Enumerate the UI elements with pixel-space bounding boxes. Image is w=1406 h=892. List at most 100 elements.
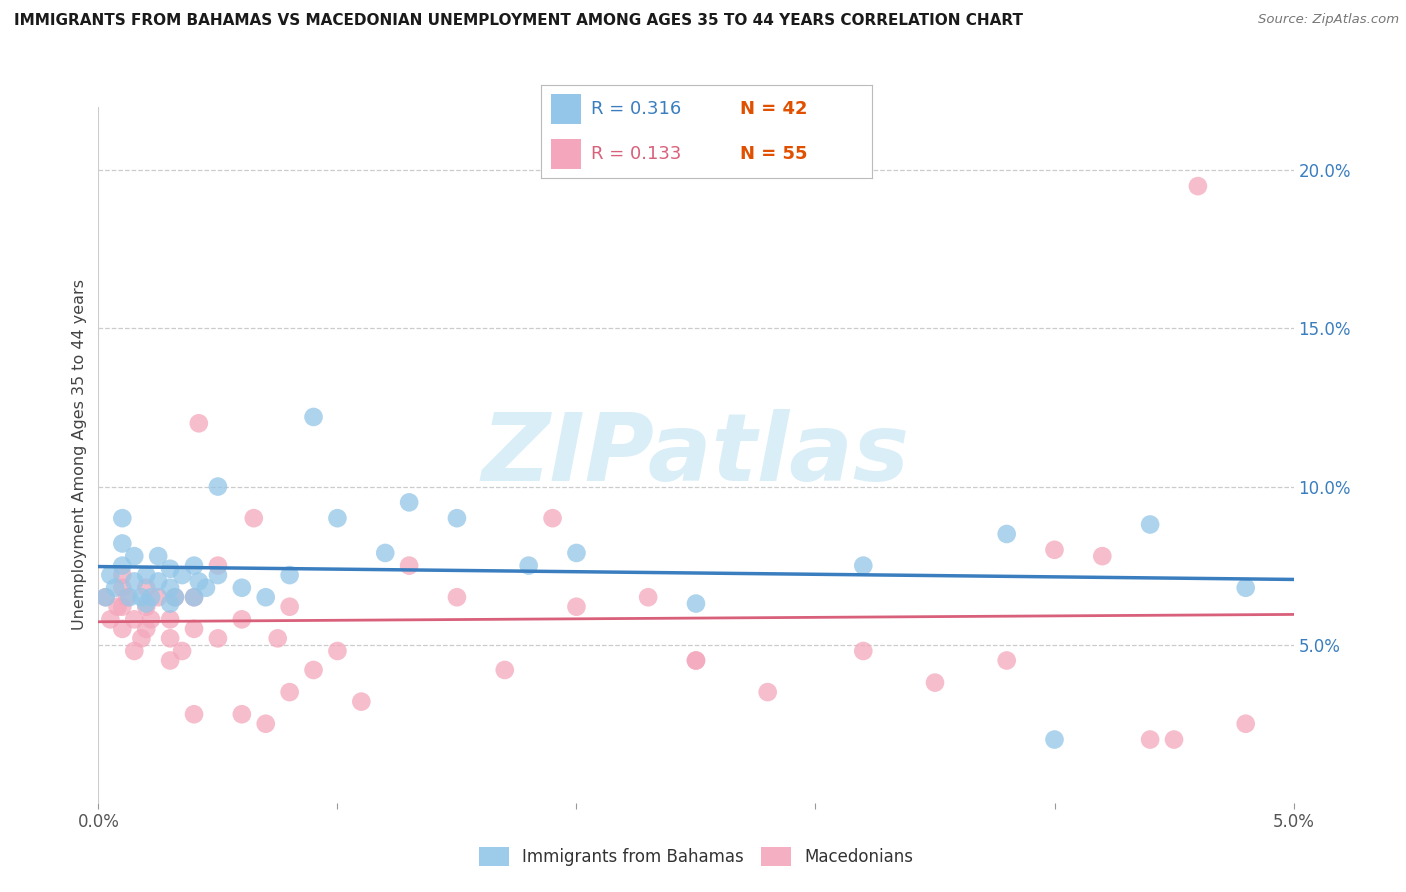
Point xyxy=(446,511,468,525)
Point xyxy=(118,591,141,605)
Point xyxy=(1163,732,1185,747)
Point xyxy=(111,511,134,525)
Point xyxy=(565,546,588,560)
Point xyxy=(187,417,209,431)
Point xyxy=(159,632,181,646)
Point xyxy=(135,599,157,614)
Point xyxy=(183,591,205,605)
Point xyxy=(172,644,194,658)
Point xyxy=(139,612,162,626)
Point xyxy=(124,644,146,658)
Point xyxy=(124,612,146,626)
Point xyxy=(231,581,253,595)
Point xyxy=(107,599,129,614)
Point xyxy=(183,558,205,573)
Point xyxy=(131,632,153,646)
Point xyxy=(254,716,277,731)
Point xyxy=(1234,581,1257,595)
Point xyxy=(187,574,209,589)
Point xyxy=(135,622,157,636)
Text: ZIPatlas: ZIPatlas xyxy=(482,409,910,501)
Point xyxy=(207,632,229,646)
Point xyxy=(207,479,229,493)
Y-axis label: Unemployment Among Ages 35 to 44 years: Unemployment Among Ages 35 to 44 years xyxy=(72,279,87,631)
Point xyxy=(517,558,540,573)
Point xyxy=(1139,517,1161,532)
Point xyxy=(231,612,253,626)
Point xyxy=(111,599,134,614)
Bar xyxy=(551,139,581,169)
Point xyxy=(135,597,157,611)
Point xyxy=(94,591,117,605)
Point xyxy=(148,591,170,605)
Point xyxy=(1043,542,1066,557)
Point xyxy=(135,568,157,582)
Point xyxy=(183,622,205,636)
Point xyxy=(159,612,181,626)
Point xyxy=(207,568,229,582)
Point xyxy=(302,663,325,677)
Text: R = 0.316: R = 0.316 xyxy=(591,100,681,118)
Point xyxy=(135,581,157,595)
Point xyxy=(139,591,162,605)
Point xyxy=(852,644,875,658)
Point xyxy=(350,695,373,709)
Point xyxy=(207,558,229,573)
Point xyxy=(326,644,349,658)
Text: IMMIGRANTS FROM BAHAMAS VS MACEDONIAN UNEMPLOYMENT AMONG AGES 35 TO 44 YEARS COR: IMMIGRANTS FROM BAHAMAS VS MACEDONIAN UN… xyxy=(14,13,1024,29)
Point xyxy=(1187,179,1209,194)
Point xyxy=(326,511,349,525)
Point xyxy=(995,653,1018,667)
Point xyxy=(494,663,516,677)
Point xyxy=(163,591,186,605)
Legend: Immigrants from Bahamas, Macedonians: Immigrants from Bahamas, Macedonians xyxy=(471,838,921,874)
Point xyxy=(111,581,134,595)
Point xyxy=(852,558,875,573)
Point xyxy=(111,622,134,636)
Point xyxy=(159,562,181,576)
Point xyxy=(446,591,468,605)
Text: N = 55: N = 55 xyxy=(740,145,807,163)
Point xyxy=(163,591,186,605)
Point xyxy=(541,511,564,525)
Point xyxy=(148,549,170,563)
Point xyxy=(685,653,707,667)
Point xyxy=(374,546,396,560)
Text: R = 0.133: R = 0.133 xyxy=(591,145,682,163)
Point xyxy=(398,558,420,573)
Point xyxy=(756,685,779,699)
Point xyxy=(183,591,205,605)
Point xyxy=(398,495,420,509)
Point xyxy=(159,581,181,595)
Point xyxy=(100,612,122,626)
Point xyxy=(685,653,707,667)
Point xyxy=(267,632,290,646)
Point xyxy=(124,574,146,589)
Point xyxy=(1091,549,1114,563)
Point xyxy=(1139,732,1161,747)
Point xyxy=(1043,732,1066,747)
Point xyxy=(278,685,301,699)
Point xyxy=(148,574,170,589)
Point xyxy=(111,558,134,573)
Point xyxy=(124,549,146,563)
Point xyxy=(637,591,659,605)
Point xyxy=(104,581,127,595)
Bar xyxy=(551,95,581,124)
Point xyxy=(231,707,253,722)
Point xyxy=(1234,716,1257,731)
Text: N = 42: N = 42 xyxy=(740,100,807,118)
Point xyxy=(278,599,301,614)
Point xyxy=(172,568,194,582)
Point xyxy=(685,597,707,611)
Point xyxy=(278,568,301,582)
Point xyxy=(94,591,117,605)
Point xyxy=(100,568,122,582)
Point xyxy=(159,653,181,667)
Point xyxy=(254,591,277,605)
Point xyxy=(195,581,218,595)
Point xyxy=(115,591,138,605)
Point xyxy=(183,707,205,722)
Point xyxy=(302,409,325,424)
Point xyxy=(924,675,946,690)
